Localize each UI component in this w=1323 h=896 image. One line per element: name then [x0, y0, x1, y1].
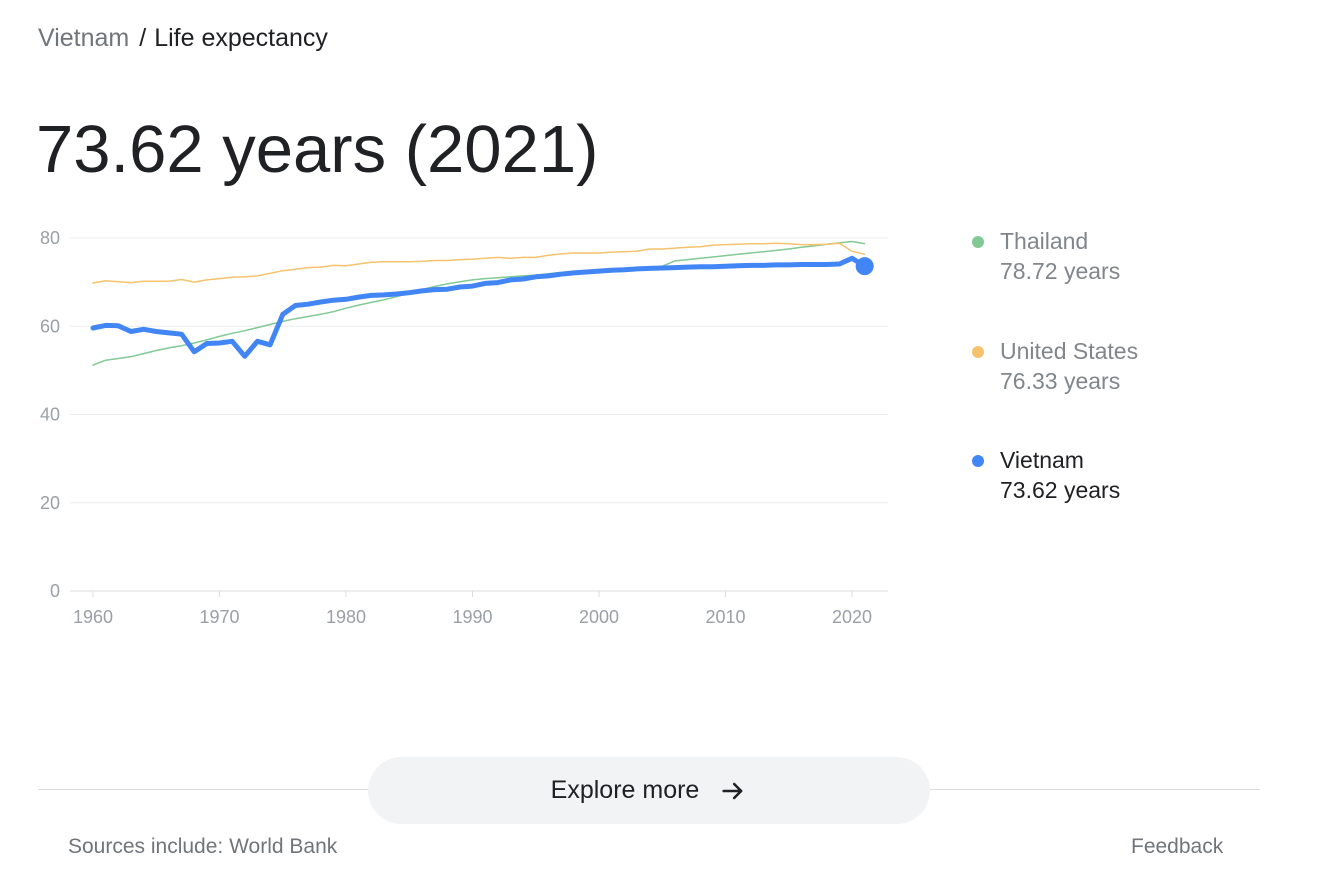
x-axis-ticks: 1960 1970 1980 1990 2000 2010 2020: [73, 591, 872, 627]
explore-more-label: Explore more: [550, 776, 700, 804]
feedback-link[interactable]: Feedback: [1131, 835, 1224, 858]
x-tick-label: 2000: [579, 607, 619, 627]
sources-text: Sources include: World Bank: [68, 835, 338, 858]
breadcrumb-separator: /: [139, 24, 147, 52]
x-tick-label: 1980: [326, 607, 366, 627]
x-tick-label: 1990: [452, 607, 492, 627]
breadcrumb-parent-link[interactable]: Vietnam: [38, 24, 130, 52]
chart-marker: [855, 257, 874, 276]
legend-value: 78.72 years: [1000, 258, 1121, 284]
legend-name: United States: [1000, 338, 1139, 364]
x-tick-label: 1970: [199, 607, 239, 627]
y-axis-ticks: 0 20 40 60 80: [40, 228, 60, 601]
legend-dot-icon: [972, 346, 984, 358]
y-tick-label: 20: [40, 493, 60, 513]
y-tick-label: 40: [40, 405, 60, 425]
breadcrumb: Vietnam / Life expectancy: [38, 22, 328, 54]
legend-name: Thailand: [1000, 228, 1089, 254]
legend-value: 73.62 years: [1000, 477, 1121, 503]
explore-more-button[interactable]: Explore more: [368, 757, 930, 824]
arrow-right-icon: [722, 782, 743, 799]
series-line-thailand: [92, 240, 866, 366]
chart-series: [90, 240, 868, 366]
breadcrumb-current: Life expectancy: [154, 24, 328, 52]
x-tick-label: 2020: [832, 607, 872, 627]
headline-value: 73.62 years (2021): [36, 112, 599, 187]
y-tick-label: 0: [50, 581, 60, 601]
life-expectancy-chart[interactable]: 0 20 40 60 80 1960 1970 1980 1990 2000 2010 2020: [0, 215, 900, 635]
series-line-vietnam: [90, 255, 868, 359]
highlight-point: [855, 257, 874, 276]
x-tick-label: 2010: [705, 607, 745, 627]
legend-value: 76.33 years: [1000, 368, 1121, 394]
series-line-united-states: [92, 242, 866, 284]
legend-name: Vietnam: [1000, 447, 1084, 473]
y-tick-label: 60: [40, 316, 60, 336]
legend-dot-icon: [972, 455, 984, 467]
chart-grid: [70, 237, 888, 592]
x-tick-label: 1960: [73, 607, 113, 627]
legend-dot-icon: [972, 236, 984, 248]
y-tick-label: 80: [40, 228, 60, 248]
